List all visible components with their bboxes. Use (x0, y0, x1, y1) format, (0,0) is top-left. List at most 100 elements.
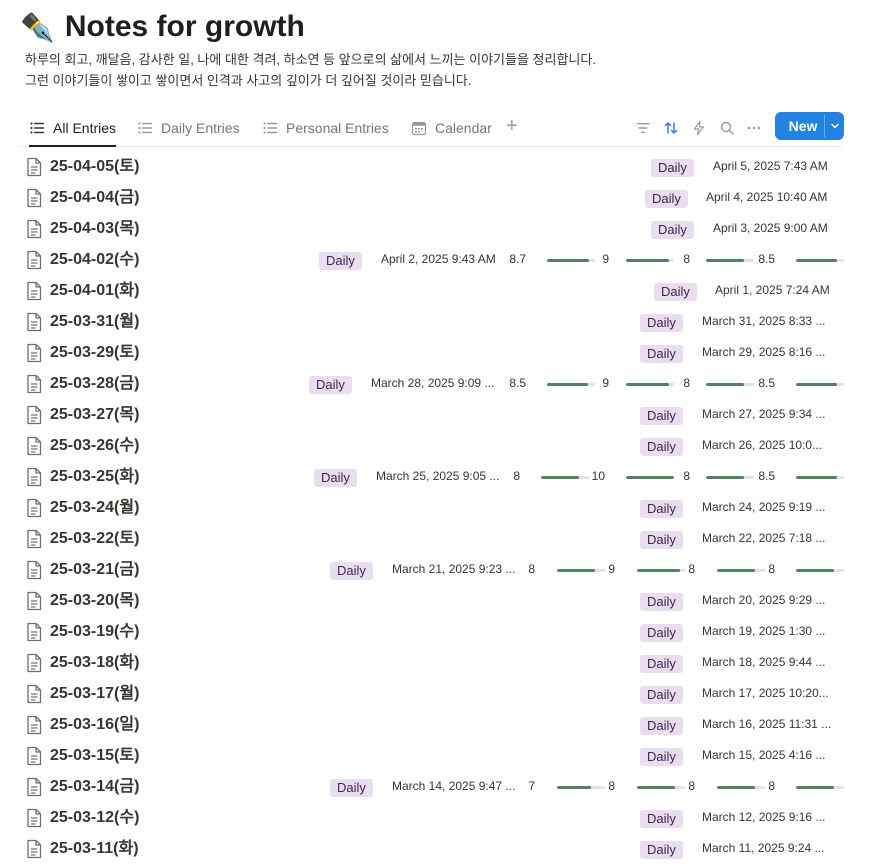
score-progress-bar (796, 476, 844, 479)
entry-title[interactable]: 25-04-03(목) (50, 220, 140, 237)
table-row[interactable]: 25-04-03(목) Daily April 3, 2025 9:00 AM (0, 213, 869, 244)
category-tag-badge[interactable]: Daily (314, 469, 357, 487)
entry-title[interactable]: 25-04-01(화) (50, 282, 140, 299)
table-row[interactable]: 25-03-27(목) Daily March 27, 2025 9:34 ... (0, 399, 869, 430)
category-tag-badge[interactable]: Daily (640, 438, 683, 456)
category-tag-badge[interactable]: Daily (640, 841, 683, 859)
automation-bolt-icon[interactable] (689, 118, 709, 138)
category-tag-badge[interactable]: Daily (330, 562, 373, 580)
category-tag-badge[interactable]: Daily (640, 500, 683, 518)
score-progress-fill (557, 786, 591, 789)
chevron-down-icon[interactable] (826, 112, 844, 140)
entry-title[interactable]: 25-03-21(금) (50, 561, 140, 578)
table-row[interactable]: 25-03-14(금) Daily March 14, 2025 9:47 ... 7… (0, 771, 869, 802)
category-tag-badge[interactable]: Daily (651, 159, 694, 177)
table-row[interactable]: 25-03-20(목) Daily March 20, 2025 9:29 ... (0, 585, 869, 616)
category-tag-badge[interactable]: Daily (654, 283, 697, 301)
table-row[interactable]: 25-03-28(금) Daily March 28, 2025 9:09 ... 8… (0, 368, 869, 399)
page-document-icon (25, 374, 43, 394)
entry-title[interactable]: 25-03-22(토) (50, 530, 140, 547)
entry-title[interactable]: 25-03-26(수) (50, 437, 140, 454)
category-tag-badge[interactable]: Daily (640, 345, 683, 363)
entry-title[interactable]: 25-03-29(토) (50, 344, 140, 361)
category-tag-badge[interactable]: Daily (640, 624, 683, 642)
table-row[interactable]: 25-03-31(월) Daily March 31, 2025 8:33 ... (0, 306, 869, 337)
new-button-label[interactable]: New (788, 118, 818, 134)
table-row[interactable]: 25-03-17(월) Daily March 17, 2025 10:20... (0, 678, 869, 709)
table-row[interactable]: 25-03-22(토) Daily March 22, 2025 7:18 ... (0, 523, 869, 554)
sort-icon[interactable] (661, 118, 681, 138)
entry-title[interactable]: 25-03-19(수) (50, 623, 140, 640)
entry-title[interactable]: 25-03-28(금) (50, 375, 140, 392)
table-row[interactable]: 25-04-02(수) Daily April 2, 2025 9:43 AM 8.7… (0, 244, 869, 275)
entry-title[interactable]: 25-03-17(월) (50, 685, 140, 702)
entry-title[interactable]: 25-03-14(금) (50, 778, 140, 795)
table-row[interactable]: 25-03-16(일) Daily March 16, 2025 11:31 ... (0, 709, 869, 740)
table-row[interactable]: 25-03-21(금) Daily March 21, 2025 9:23 ... 8… (0, 554, 869, 585)
table-row[interactable]: 25-04-04(금) Daily April 4, 2025 10:40 AM (0, 182, 869, 213)
table-row[interactable]: 25-04-01(화) Daily April 1, 2025 7:24 AM (0, 275, 869, 306)
tab-all-entries[interactable]: All Entries (29, 110, 117, 147)
table-row[interactable]: 25-03-11(화) Daily March 11, 2025 9:24 ... (0, 833, 869, 864)
entry-title[interactable]: 25-03-25(화) (50, 468, 140, 485)
more-options-icon[interactable] (744, 118, 764, 138)
score-progress-bar (717, 786, 765, 789)
category-tag-badge[interactable]: Daily (640, 531, 683, 549)
view-tabs-bar: All Entries Daily Entries Personal Entri… (20, 110, 844, 147)
page-document-icon (25, 281, 43, 301)
table-row[interactable]: 25-03-24(월) Daily March 24, 2025 9:19 ... (0, 492, 869, 523)
category-tag-badge[interactable]: Daily (640, 593, 683, 611)
category-tag-badge[interactable]: Daily (640, 748, 683, 766)
table-row[interactable]: 25-03-29(토) Daily March 29, 2025 8:16 ... (0, 337, 869, 368)
entry-title[interactable]: 25-04-05(토) (50, 158, 140, 175)
entry-title[interactable]: 25-03-24(월) (50, 499, 140, 516)
page-document-icon (25, 436, 43, 456)
table-row[interactable]: 25-03-18(화) Daily March 18, 2025 9:44 ... (0, 647, 869, 678)
category-tag-badge[interactable]: Daily (640, 314, 683, 332)
add-view-button[interactable]: + (506, 115, 518, 137)
new-button-divider (824, 115, 825, 137)
entry-title[interactable]: 25-03-12(수) (50, 809, 140, 826)
entry-title[interactable]: 25-03-11(화) (50, 840, 139, 857)
filter-icon[interactable] (633, 118, 653, 138)
entry-title[interactable]: 25-03-15(토) (50, 747, 140, 764)
table-row[interactable]: 25-03-25(화) Daily March 25, 2025 9:05 ... 8… (0, 461, 869, 492)
category-tag-badge[interactable]: Daily (651, 221, 694, 239)
score-progress-bar (626, 476, 674, 479)
new-entry-button[interactable]: New (775, 112, 844, 140)
entry-title[interactable]: 25-03-27(목) (50, 406, 140, 423)
created-date: April 2, 2025 9:43 AM (381, 252, 496, 266)
category-tag-badge[interactable]: Daily (640, 655, 683, 673)
tab-calendar[interactable]: Calendar (411, 110, 492, 145)
score-progress-fill (541, 476, 580, 479)
page-document-icon (25, 405, 43, 425)
entry-title[interactable]: 25-04-02(수) (50, 251, 140, 268)
score-progress-fill (547, 259, 589, 262)
entry-title[interactable]: 25-03-31(월) (50, 313, 140, 330)
category-tag-badge[interactable]: Daily (330, 779, 373, 797)
category-tag-badge[interactable]: Daily (640, 717, 683, 735)
category-tag-badge[interactable]: Daily (645, 190, 688, 208)
created-date: March 27, 2025 9:34 ... (702, 407, 826, 421)
score-value: 8 (688, 779, 695, 793)
category-tag-badge[interactable]: Daily (640, 407, 683, 425)
category-tag-badge[interactable]: Daily (309, 376, 352, 394)
entry-title[interactable]: 25-03-20(목) (50, 592, 140, 609)
category-tag-badge[interactable]: Daily (640, 810, 683, 828)
table-row[interactable]: 25-03-12(수) Daily March 12, 2025 9:16 ... (0, 802, 869, 833)
category-tag-badge[interactable]: Daily (319, 252, 362, 270)
entry-title[interactable]: 25-03-16(일) (50, 716, 140, 733)
category-tag-badge[interactable]: Daily (640, 686, 683, 704)
table-row[interactable]: 25-04-05(토) Daily April 5, 2025 7:43 AM (0, 151, 869, 182)
tab-personal-entries[interactable]: Personal Entries (262, 110, 389, 145)
table-row[interactable]: 25-03-15(토) Daily March 15, 2025 4:16 ... (0, 740, 869, 771)
table-row[interactable]: 25-03-26(수) Daily March 26, 2025 10:0... (0, 430, 869, 461)
entry-title[interactable]: 25-04-04(금) (50, 189, 140, 206)
pen-emoji-icon[interactable]: ✒️ (20, 10, 55, 44)
score-progress-bar (637, 786, 685, 789)
tab-daily-entries[interactable]: Daily Entries (137, 110, 240, 145)
page-title[interactable]: Notes for growth (64, 10, 305, 43)
table-row[interactable]: 25-03-19(수) Daily March 19, 2025 1:30 ... (0, 616, 869, 647)
search-icon[interactable] (717, 118, 737, 138)
entry-title[interactable]: 25-03-18(화) (50, 654, 140, 671)
